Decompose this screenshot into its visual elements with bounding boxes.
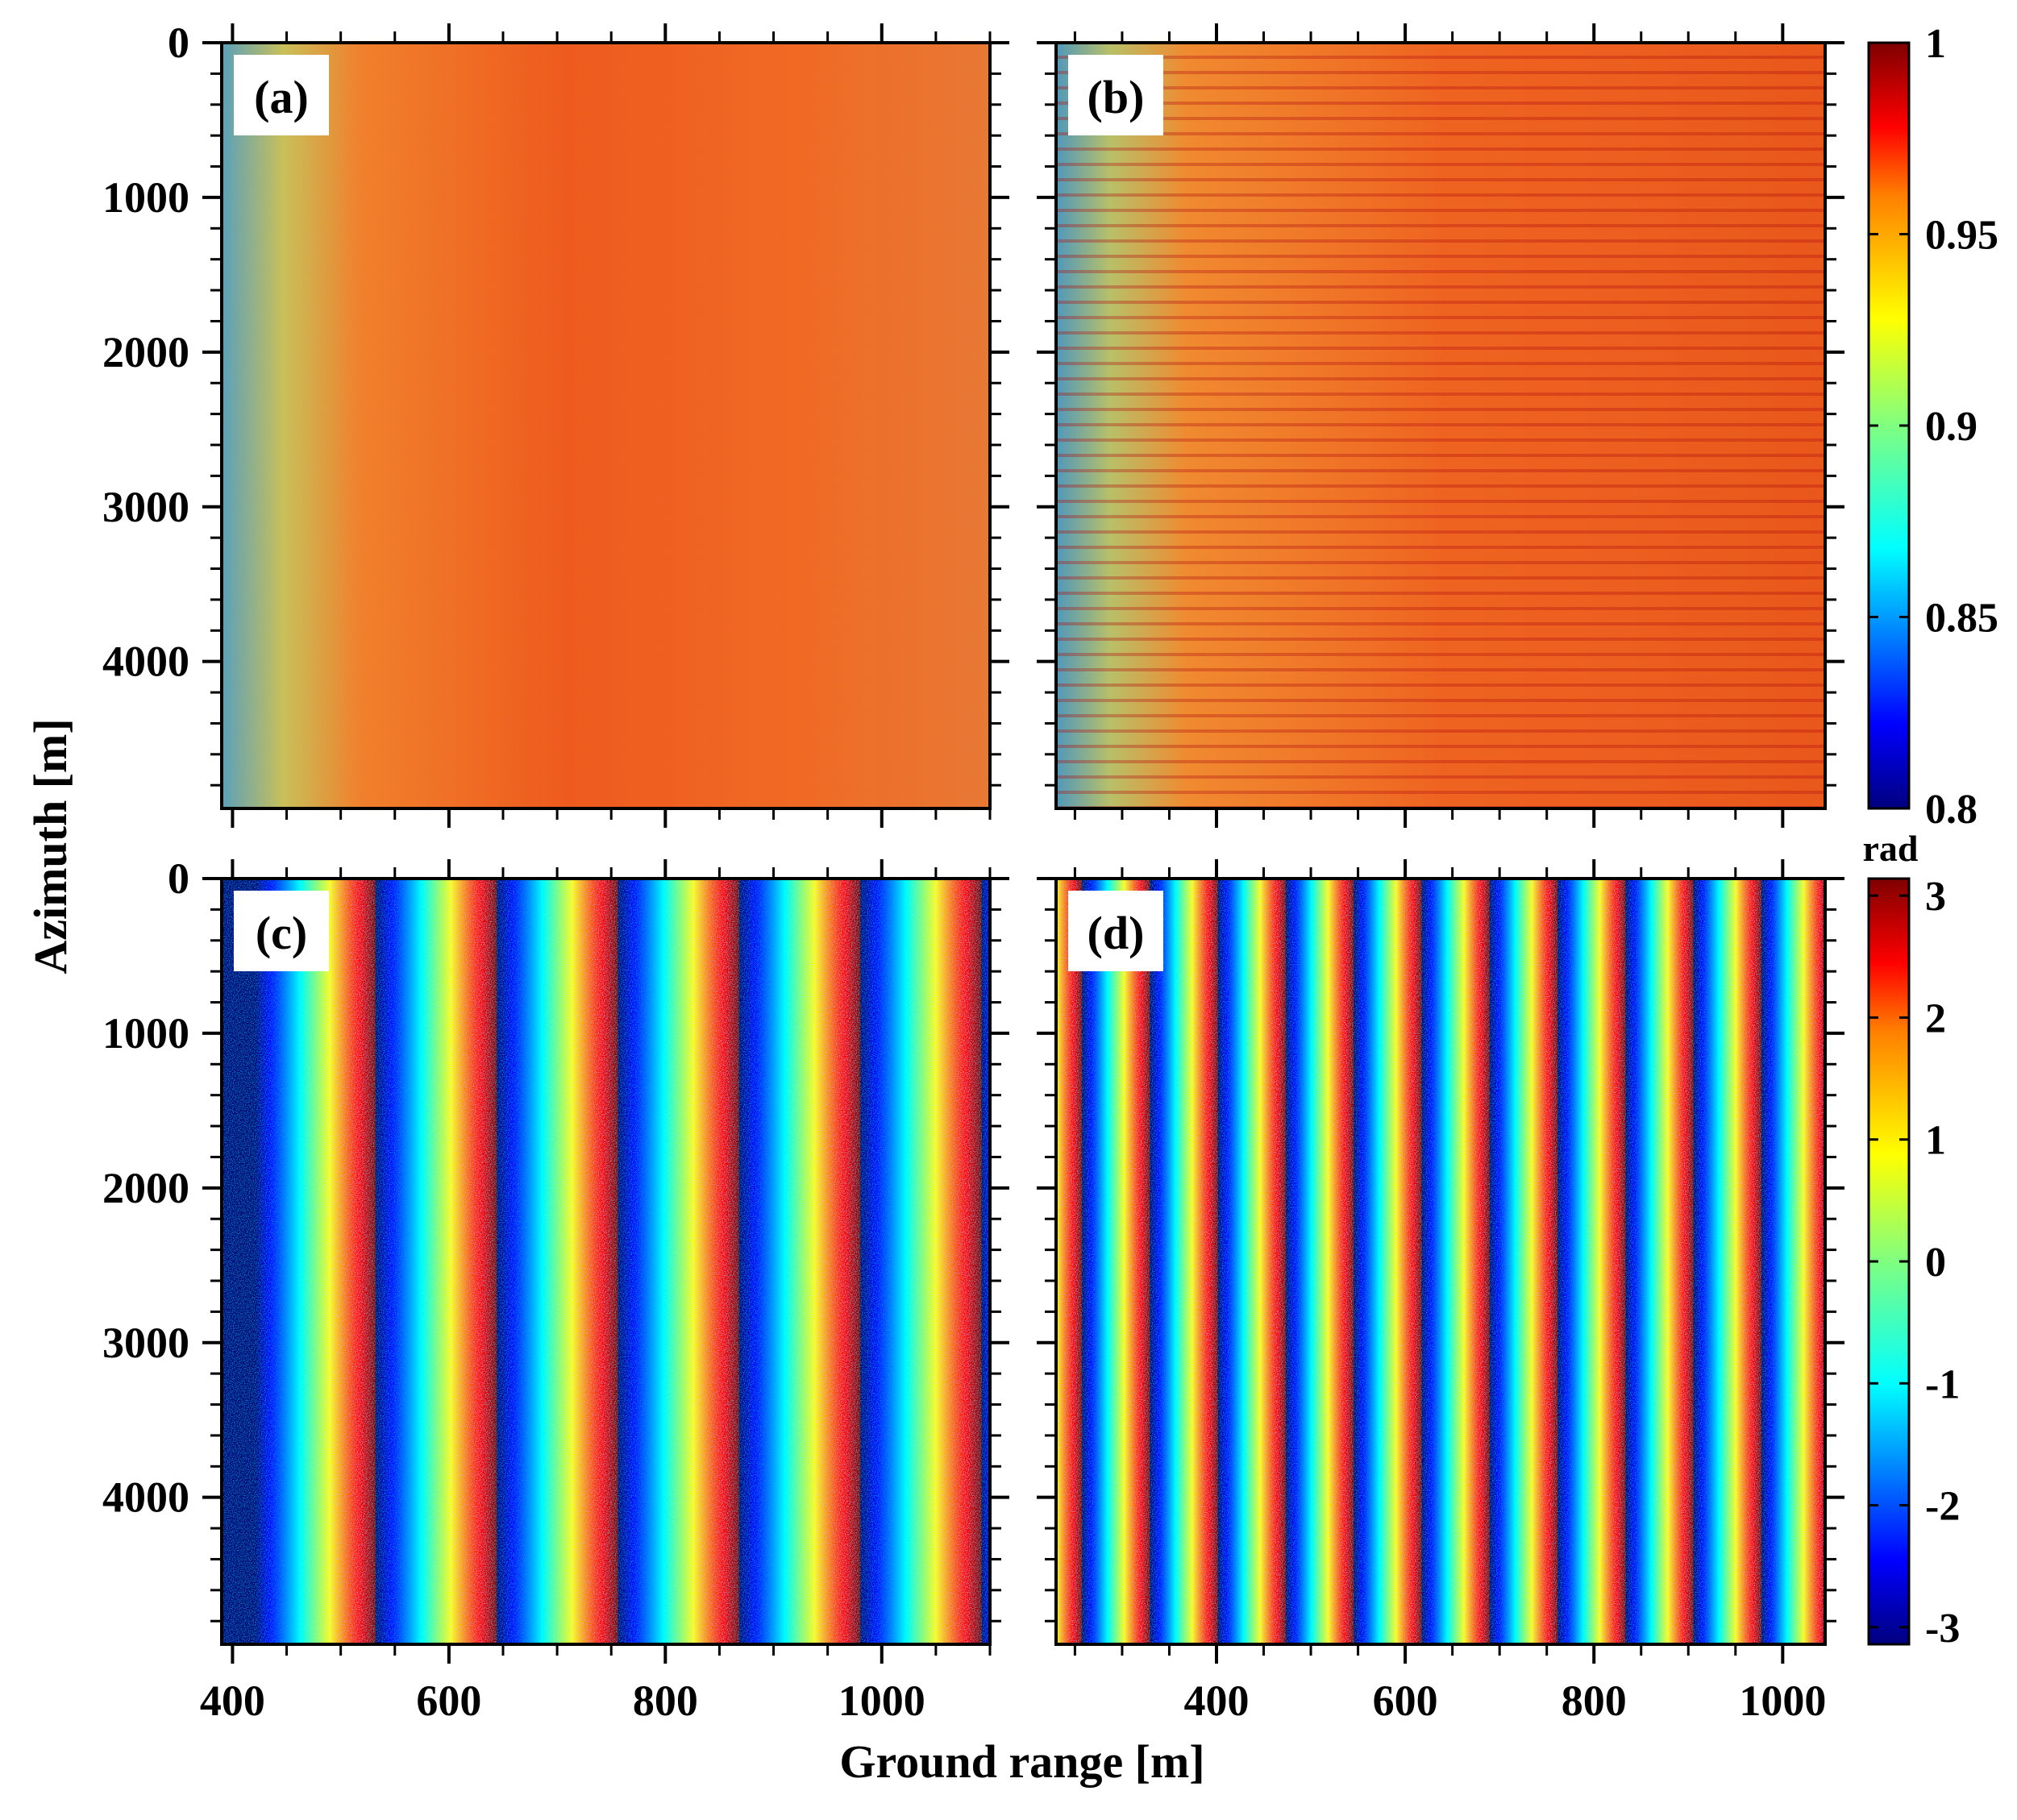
colorbar-tick-label: -1: [1925, 1361, 1960, 1407]
panel-b-label: (b): [1088, 71, 1145, 123]
panel-d-ticks: 400 600 800 1000: [1037, 859, 1844, 1725]
panel-b: (b): [1037, 23, 1844, 828]
x-tick-label: 600: [416, 1677, 481, 1725]
panel-a-label-box: [234, 55, 329, 135]
panel-b-label-box: [1068, 55, 1163, 135]
colorbar-tick-label: 3: [1925, 874, 1946, 920]
panel-a-heatmap: [222, 43, 990, 808]
colorbar-coherence-ticks: 1 0.95 0.9 0.85 0.8: [1869, 21, 1998, 833]
panel-d-heatmap: [1056, 879, 1825, 1644]
y-tick-label: 4000: [102, 1473, 189, 1522]
panel-a: 0 1000 2000 3000 4000 (a): [102, 19, 1009, 828]
y-tick-label: 3000: [102, 1319, 189, 1367]
colorbar-tick-label: 0.9: [1925, 404, 1977, 450]
panel-c-frame: [220, 877, 992, 1646]
panel-a-ticks: 0 1000 2000 3000 4000: [102, 19, 1009, 828]
colorbar-phase-label: rad: [1863, 828, 1919, 869]
colorbar-tick-label: 1: [1925, 1118, 1946, 1164]
y-tick-label: 2000: [102, 1164, 189, 1212]
x-tick-label: 800: [633, 1677, 698, 1725]
colorbar-tick-label: 2: [1925, 995, 1946, 1041]
colorbar-tick-label: 0.8: [1925, 787, 1977, 833]
panel-c-ticks: 400 600 800 1000 0 1000 2000 3000 4000: [102, 854, 1009, 1725]
x-tick-label: 1000: [1739, 1677, 1826, 1725]
y-tick-label: 1000: [102, 173, 189, 222]
colorbar-tick-label: 0: [1925, 1240, 1946, 1286]
y-tick-label: 1000: [102, 1009, 189, 1058]
x-axis-label: Ground range [m]: [839, 1735, 1204, 1788]
x-tick-label: 800: [1562, 1677, 1627, 1725]
colorbar-tick-label: 1: [1925, 21, 1946, 67]
y-tick-label: 0: [168, 854, 189, 903]
y-axis-label: Azimuth [m]: [24, 718, 77, 974]
colorbar-phase-ticks: 3 2 1 0 -1 -2 -3: [1869, 874, 1960, 1652]
panel-b-ticks: [1037, 23, 1844, 828]
colorbar-coherence: 1 0.95 0.9 0.85 0.8: [1867, 21, 1998, 833]
panel-c: 400 600 800 1000 0 1000 2000 3000 4000 (c): [102, 854, 1009, 1725]
panel-d-label: (d): [1088, 907, 1145, 959]
x-tick-label: 400: [200, 1677, 265, 1725]
x-tick-label: 1000: [838, 1677, 925, 1725]
panel-c-label: (c): [256, 907, 307, 959]
colorbar-phase: rad 3 2 1 0 -1 -2 -3: [1863, 828, 1961, 1652]
x-tick-label: 600: [1373, 1677, 1438, 1725]
panel-b-striping: [1056, 43, 1825, 808]
colorbar-tick-label: -2: [1925, 1484, 1960, 1530]
panel-a-frame: [220, 41, 992, 810]
y-tick-label: 2000: [102, 328, 189, 376]
panel-a-label: (a): [254, 71, 309, 123]
panel-d-frame: [1054, 877, 1827, 1646]
y-tick-label: 3000: [102, 483, 189, 531]
y-tick-label: 0: [168, 19, 189, 67]
colorbar-tick-label: -3: [1925, 1606, 1960, 1652]
panel-c-heatmap: [222, 879, 990, 1644]
y-tick-label: 4000: [102, 638, 189, 686]
colorbar-tick-label: 0.95: [1925, 213, 1998, 259]
panel-b-frame: [1054, 41, 1827, 810]
panel-c-label-box: [234, 891, 329, 971]
panel-d-label-box: [1068, 891, 1163, 971]
colorbar-tick-label: 0.85: [1925, 596, 1998, 642]
panel-d: 400 600 800 1000 (d): [1037, 859, 1844, 1725]
x-tick-label: 400: [1183, 1677, 1249, 1725]
